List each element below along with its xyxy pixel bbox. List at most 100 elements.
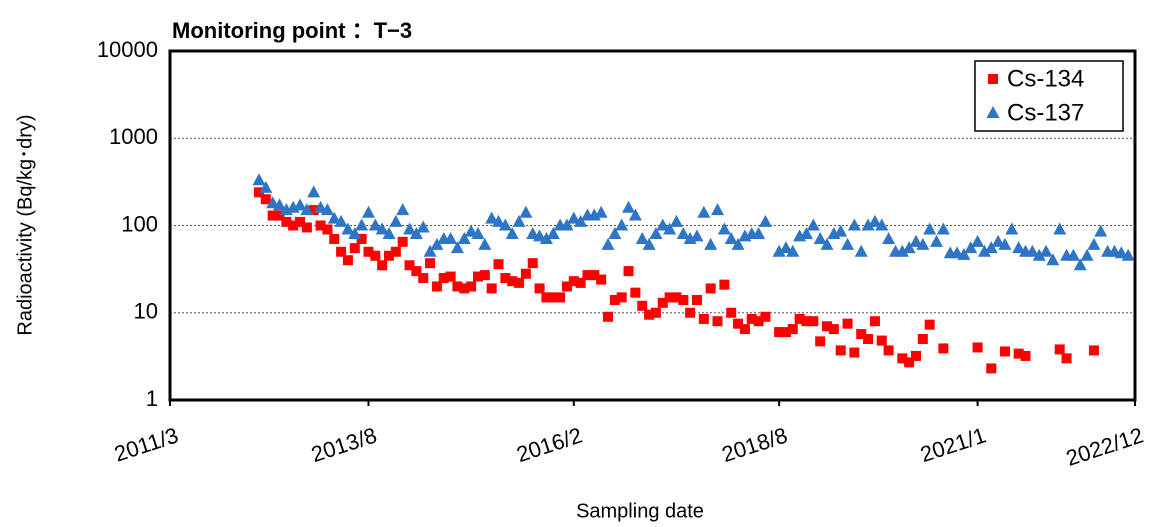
data-point <box>739 324 750 335</box>
data-point <box>616 292 627 303</box>
data-point <box>690 229 704 242</box>
data-point <box>314 200 328 213</box>
data-point <box>423 244 437 257</box>
data-point <box>1039 244 1053 257</box>
data-point <box>561 281 572 292</box>
data-point <box>1032 248 1046 261</box>
y-tick-label: 1000 <box>109 124 158 149</box>
data-point <box>1005 222 1019 235</box>
data-point <box>492 214 506 227</box>
data-point <box>875 218 889 231</box>
data-point <box>1012 241 1026 254</box>
data-point <box>341 222 355 235</box>
data-point <box>404 260 415 271</box>
data-point <box>815 336 826 347</box>
data-point <box>609 295 620 306</box>
data-point <box>355 218 369 231</box>
data-point <box>930 234 944 247</box>
data-point <box>760 311 771 322</box>
data-point <box>957 247 971 260</box>
x-tick-label: 2011/3 <box>111 423 181 467</box>
data-point <box>315 220 326 231</box>
data-point <box>567 211 581 224</box>
data-point <box>582 270 593 281</box>
data-point <box>375 222 389 235</box>
data-point <box>779 241 793 254</box>
data-point <box>431 281 442 292</box>
data-point <box>384 250 395 261</box>
data-point <box>253 187 264 198</box>
data-point <box>685 307 696 318</box>
data-point <box>628 208 642 221</box>
data-point <box>1094 224 1108 237</box>
data-point <box>726 307 737 318</box>
y-tick-label: 100 <box>121 211 158 236</box>
data-point <box>998 237 1012 250</box>
data-point <box>883 345 894 356</box>
data-point <box>1054 344 1065 355</box>
data-point <box>403 222 417 235</box>
data-point <box>615 218 629 231</box>
data-point <box>820 237 834 250</box>
data-point <box>1087 237 1101 250</box>
data-point <box>698 313 709 324</box>
data-point <box>520 268 531 279</box>
data-point <box>444 232 458 245</box>
data-point <box>849 347 860 358</box>
data-point <box>500 273 511 284</box>
data-point <box>526 226 540 239</box>
data-point <box>644 309 655 320</box>
data-point <box>971 234 985 247</box>
x-tick-label: 2022/12 <box>1063 423 1146 471</box>
data-point <box>697 205 711 218</box>
data-point <box>498 218 512 231</box>
y-tick-label: 1 <box>146 386 158 411</box>
x-tick-label: 2021/1 <box>917 423 989 468</box>
data-point <box>794 313 805 324</box>
data-point <box>308 205 319 216</box>
data-point <box>1066 248 1080 261</box>
data-point <box>635 232 649 245</box>
data-point <box>847 218 861 231</box>
data-point <box>704 237 718 250</box>
data-point <box>363 246 374 257</box>
data-point <box>471 226 485 239</box>
chart-title: Monitoring point ：T−3 <box>172 18 412 43</box>
data-point <box>671 292 682 303</box>
data-point <box>541 292 552 303</box>
data-point <box>527 258 538 269</box>
data-point <box>539 232 553 245</box>
data-point <box>711 203 725 216</box>
data-point <box>514 277 525 288</box>
data-point <box>370 250 381 261</box>
data-point <box>772 244 786 257</box>
x-axis-label: Sampling date <box>576 500 704 522</box>
data-point <box>389 214 403 227</box>
data-point <box>664 292 675 303</box>
data-point <box>274 210 285 221</box>
data-point <box>560 218 574 231</box>
data-point <box>603 311 614 322</box>
data-point <box>991 234 1005 247</box>
data-point <box>986 363 997 374</box>
data-point <box>787 324 798 335</box>
data-point <box>828 324 839 335</box>
data-point <box>774 327 785 338</box>
data-point <box>882 232 896 245</box>
data-point <box>822 321 833 332</box>
data-point <box>753 316 764 327</box>
data-point <box>281 216 292 227</box>
data-point <box>267 210 278 221</box>
data-point <box>555 292 566 303</box>
data-point <box>868 214 882 227</box>
data-point <box>397 236 408 247</box>
data-point <box>1088 345 1099 356</box>
data-point <box>656 218 670 231</box>
data-point <box>361 205 375 218</box>
data-point <box>273 198 287 211</box>
x-tick-label: 2013/8 <box>308 423 380 468</box>
data-point <box>801 316 812 327</box>
data-point <box>977 244 991 257</box>
data-point <box>329 234 340 245</box>
y-tick-label: 10 <box>134 299 158 324</box>
